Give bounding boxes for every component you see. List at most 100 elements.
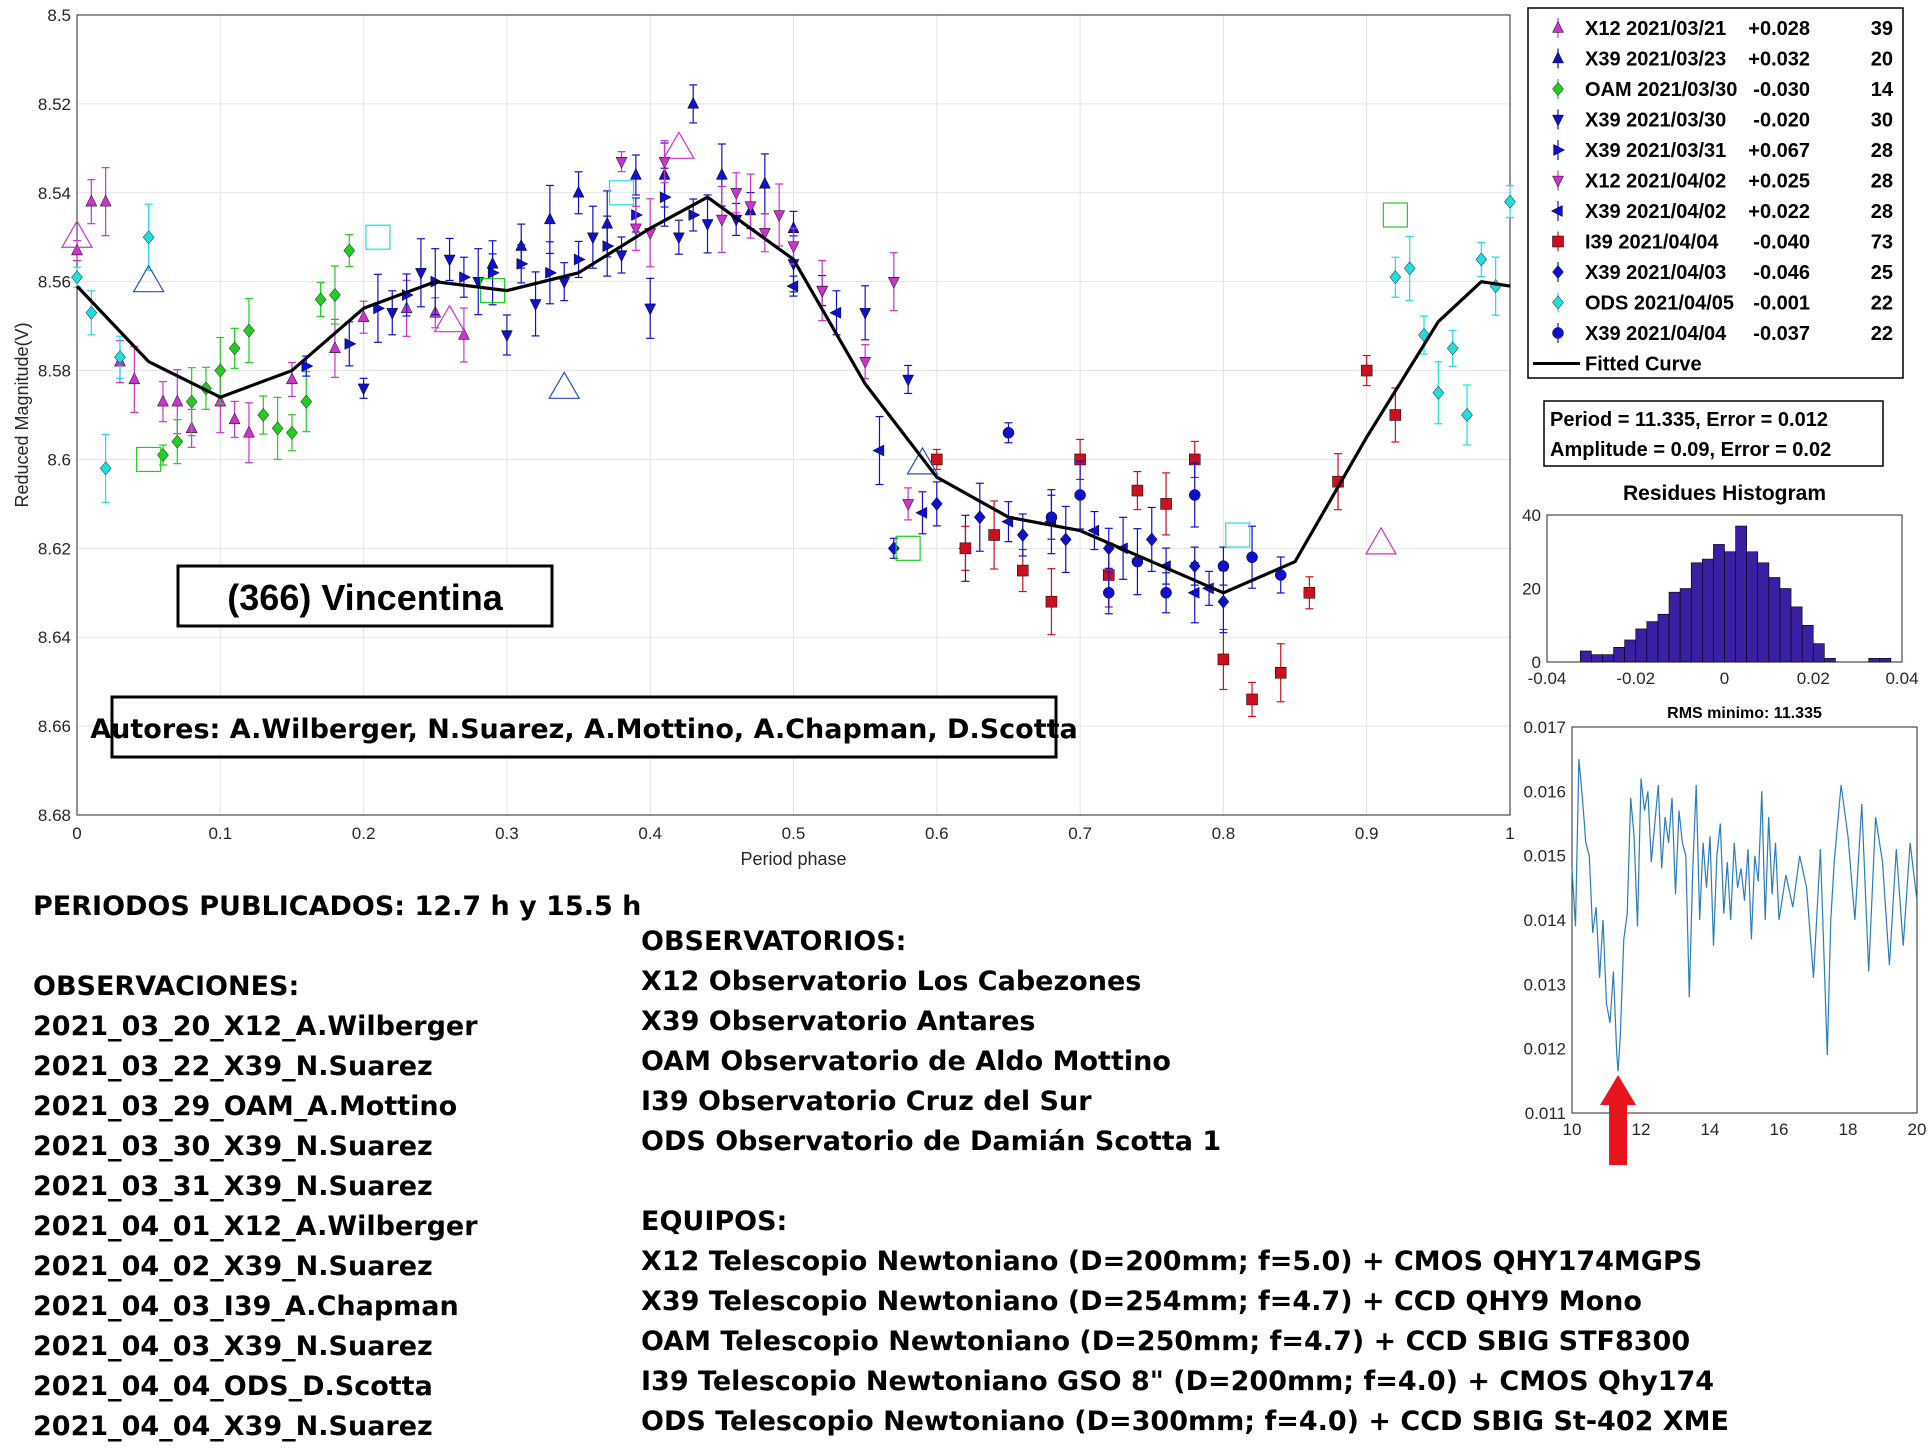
data-point: [859, 308, 872, 320]
data-point: [787, 241, 800, 254]
data-point: [758, 228, 771, 240]
data-point: [487, 266, 500, 279]
x-tick-label: 0.2: [352, 824, 376, 843]
outlier-marker: [365, 224, 391, 250]
data-point: [931, 453, 943, 466]
x-tick-label: 0.5: [782, 824, 806, 843]
data-point: [973, 510, 986, 525]
legend-entry: ODS 2021/04/05 -0.001 22: [1552, 292, 1893, 315]
histogram-bar: [1624, 639, 1637, 663]
histogram-bar: [1690, 562, 1703, 663]
data-point: [959, 542, 972, 555]
plot-frame: [76, 14, 1511, 816]
data-point: [687, 96, 700, 109]
observacion-item: 2021_04_03_X39_N.Suarez: [33, 1331, 433, 1362]
data-point: [1403, 261, 1416, 276]
legend-offset: -0.046: [1753, 262, 1810, 284]
data-point: [185, 394, 198, 409]
rms-y-tick: 0.017: [1523, 718, 1566, 737]
equipo-item: ODS Telescopio Newtoniano (D=300mm; f=4.…: [641, 1406, 1729, 1437]
observaciones-block: OBSERVACIONES: 2021_03_20_X12_A.Wilberge…: [33, 971, 478, 1442]
legend-label: OAM 2021/03/30: [1585, 79, 1737, 101]
data-point: [631, 209, 644, 221]
data-point: [688, 209, 701, 221]
histogram-bar: [1879, 658, 1892, 663]
data-point: [829, 306, 842, 319]
data-point: [459, 271, 472, 284]
histogram-y-tick: 0: [1532, 653, 1541, 672]
observatorio-item: I39 Observatorio Cruz del Sur: [641, 1086, 1092, 1117]
data-point: [1160, 498, 1172, 510]
rms-y-tick: 0.013: [1523, 975, 1566, 994]
x-tick-label: 0.4: [638, 824, 662, 843]
data-point: [545, 266, 558, 279]
observatorios-block: OBSERVATORIOS: X12 Observatorio Los Cabe…: [641, 926, 1221, 1157]
data-point: [715, 214, 728, 227]
asteroid-title: (366) Vincentina: [227, 577, 503, 618]
y-tick-label: 8.6: [47, 450, 71, 469]
y-tick-label: 8.68: [38, 806, 71, 825]
histogram-bar: [1724, 551, 1736, 663]
legend-entry: X39 2021/03/31 +0.067 28: [1553, 140, 1893, 162]
data-point: [1045, 511, 1058, 523]
data-point: [902, 499, 915, 512]
data-point: [786, 280, 799, 293]
data-point: [228, 341, 241, 356]
y-tick-label: 8.56: [38, 273, 71, 292]
observacion-item: 2021_04_02_X39_N.Suarez: [33, 1251, 433, 1282]
histogram-bar: [1602, 654, 1614, 663]
legend-label: X39 2021/04/03: [1585, 262, 1726, 284]
legend-marker: [1550, 205, 1563, 217]
data-point: [1217, 560, 1230, 572]
data-point: [1389, 270, 1402, 285]
data-point: [71, 270, 83, 285]
y-tick-label: 8.64: [38, 628, 71, 647]
data-point: [171, 434, 184, 449]
legend-count: 28: [1871, 140, 1893, 162]
data-point: [988, 529, 1000, 541]
legend-label: ODS 2021/04/05: [1585, 293, 1734, 315]
histogram-x-tick: 0.02: [1797, 669, 1830, 688]
outlier-marker: [1225, 522, 1251, 548]
data-point: [1246, 693, 1258, 706]
data-point: [314, 292, 327, 307]
observaciones-heading: OBSERVACIONES:: [33, 971, 299, 1002]
observacion-item: 2021_03_30_X39_N.Suarez: [33, 1131, 433, 1162]
legend-offset: -0.030: [1753, 79, 1810, 101]
authors-box: Autores: A.Wilberger, N.Suarez, A.Mottin…: [90, 695, 1078, 759]
legend-offset: +0.028: [1748, 18, 1810, 40]
equipo-item: OAM Telescopio Newtoniano (D=250mm; f=4.…: [641, 1326, 1690, 1357]
histogram-bar: [1824, 658, 1836, 663]
histogram-bar: [1746, 551, 1759, 663]
observatorio-item: X12 Observatorio Los Cabezones: [641, 966, 1141, 997]
x-tick-label: 0.9: [1355, 824, 1379, 843]
data-point: [85, 305, 98, 320]
data-point: [930, 496, 943, 511]
data-point: [758, 176, 771, 189]
observatorio-item: OAM Observatorio de Aldo Mottino: [641, 1046, 1171, 1077]
legend-marker: [1552, 175, 1564, 188]
x-tick-label: 0.7: [1068, 824, 1092, 843]
data-point: [500, 330, 513, 343]
data-point: [872, 444, 885, 457]
data-point: [629, 223, 642, 236]
outlier-marker: [548, 371, 581, 399]
rms-x-tick: 18: [1839, 1120, 1858, 1139]
data-point: [1188, 489, 1201, 501]
data-point: [1446, 341, 1459, 356]
legend-count: 28: [1871, 201, 1893, 223]
legend-fitted-label: Fitted Curve: [1585, 354, 1702, 376]
observacion-item: 2021_04_01_X12_A.Wilberger: [33, 1211, 478, 1242]
data-point: [1160, 587, 1172, 599]
data-point: [816, 285, 829, 298]
legend-marker: [1553, 144, 1566, 156]
histogram-bar: [1657, 613, 1670, 663]
outlier-marker: [136, 446, 162, 473]
histogram-x-tick: -0.02: [1616, 669, 1655, 688]
x-tick-label: 0.6: [925, 824, 949, 843]
series-x39-2021-04-03: [887, 481, 1230, 634]
data-point: [1461, 408, 1473, 422]
data-point: [214, 363, 227, 378]
histogram-bar: [1668, 591, 1681, 663]
histogram-bar: [1635, 628, 1648, 663]
